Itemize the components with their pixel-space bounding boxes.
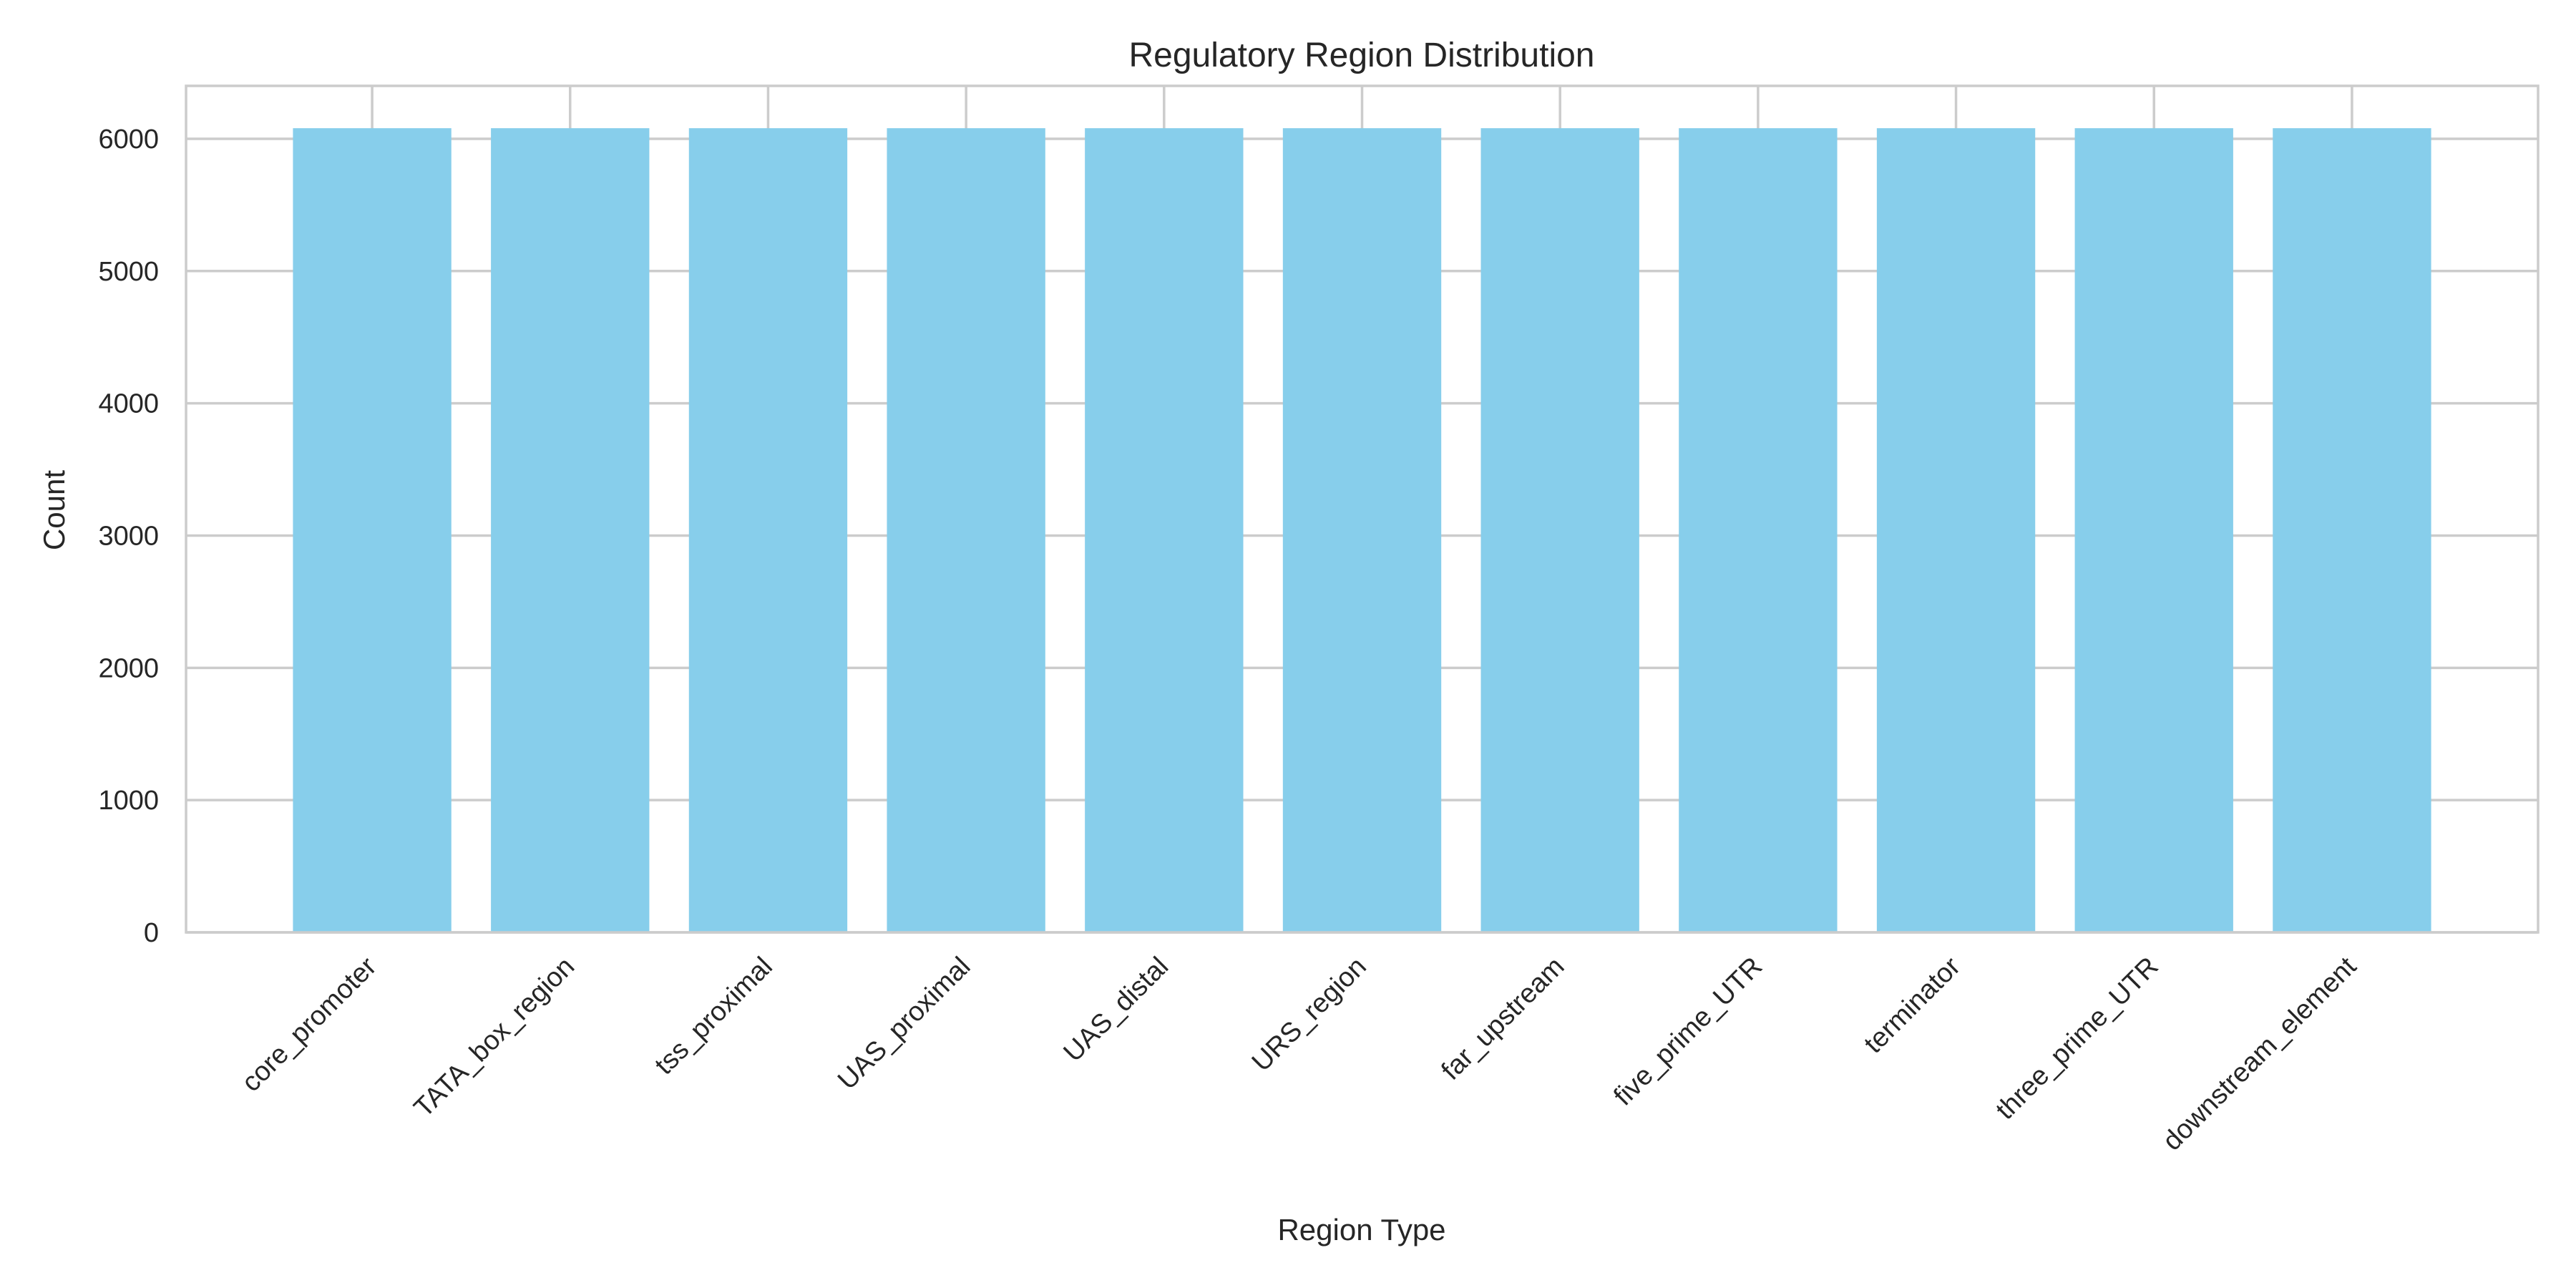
bar-three-prime-utr [2074,128,2233,932]
y-tick-label: 1000 [98,786,159,816]
y-tick-label: 0 [144,918,159,948]
x-tick-label: TATA_box_region [409,952,580,1123]
bar-uas-distal [1085,128,1244,932]
x-tick-label: far_upstream [1436,952,1571,1086]
chart-title: Regulatory Region Distribution [1129,36,1595,74]
bar-tata-box-region [491,128,650,932]
bar-uas-proximal [887,128,1045,932]
x-tick-label: core_promoter [236,951,383,1098]
bars [293,128,2431,932]
x-tick-label: tss_proximal [649,952,779,1081]
y-tick-label: 5000 [98,257,159,287]
bar-far-upstream [1480,128,1639,932]
y-tick-label: 2000 [98,653,159,683]
bar-urs-region [1282,128,1442,932]
bar-downstream-element [2273,128,2431,932]
x-tick-label: downstream_element [2157,951,2363,1156]
x-tick-label: UAS_distal [1058,952,1175,1068]
y-tick-label: 4000 [98,389,159,419]
x-tick-label: URS_region [1246,952,1372,1078]
x-tick-label: UAS_proximal [832,952,976,1096]
x-tick-label: terminator [1858,951,1966,1059]
x-tick-label: three_prime_UTR [1990,952,2164,1126]
bar-tss-proximal [688,128,848,932]
plot-frame [185,84,2540,934]
bar-core-promoter [293,128,452,932]
x-axis-label: Region Type [1277,1213,1445,1246]
bar-five-prime-utr [1679,128,1838,932]
y-tick-label: 3000 [98,521,159,551]
y-tick-label: 6000 [98,125,159,155]
bar-terminator [1876,128,2036,932]
y-axis-label: Count [37,470,71,550]
x-tick-label: five_prime_UTR [1608,952,1768,1112]
